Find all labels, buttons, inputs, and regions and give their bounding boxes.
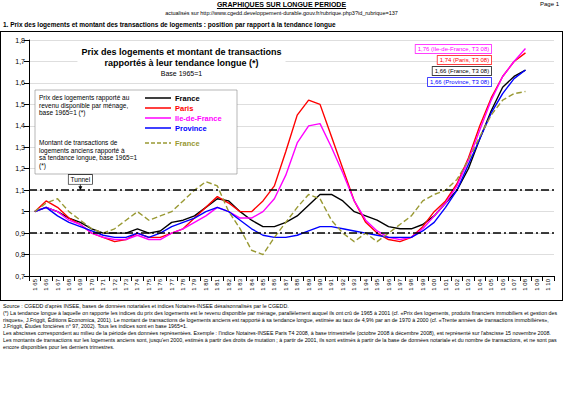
svg-text:1,7: 1,7 bbox=[15, 58, 25, 65]
svg-text:0,8: 0,8 bbox=[15, 251, 25, 258]
svg-text:1,74 (Paris, T3 08): 1,74 (Paris, T3 08) bbox=[440, 57, 490, 63]
svg-text:1,66 (Province, T3 08): 1,66 (Province, T3 08) bbox=[430, 79, 489, 85]
svg-text:1 83: 1 83 bbox=[237, 278, 243, 290]
html-text:Source : CGEDD d'après INSEE,: Source : CGEDD d'après INSEE, bases de d… bbox=[3, 303, 289, 309]
svg-text:(*): (*) bbox=[39, 162, 46, 170]
svg-text:1 73: 1 73 bbox=[123, 278, 129, 290]
svg-text:1 07: 1 07 bbox=[511, 278, 517, 290]
html-text:actualisés sur http://www.cged: actualisés sur http://www.cgedd.developp… bbox=[165, 10, 398, 16]
svg-text:1,8: 1,8 bbox=[15, 37, 25, 44]
svg-text:1 69: 1 69 bbox=[77, 278, 83, 290]
svg-text:1 99: 1 99 bbox=[420, 278, 426, 290]
svg-text:1 88: 1 88 bbox=[294, 278, 300, 290]
svg-text:revenu disponible par ménage,: revenu disponible par ménage, bbox=[39, 101, 131, 109]
svg-text:1 90: 1 90 bbox=[317, 278, 323, 290]
svg-text:1 06: 1 06 bbox=[500, 278, 506, 290]
svg-text:1,1: 1,1 bbox=[15, 187, 25, 194]
svg-text:1 79: 1 79 bbox=[191, 278, 197, 290]
svg-text:Prix des logements rapporté au: Prix des logements rapporté au bbox=[39, 94, 132, 102]
svg-text:1 80: 1 80 bbox=[203, 278, 209, 290]
svg-text:1,6: 1,6 bbox=[15, 79, 25, 86]
svg-text:1 65: 1 65 bbox=[32, 278, 38, 290]
svg-text:Base 1965=1: Base 1965=1 bbox=[161, 70, 203, 77]
svg-text:1 95: 1 95 bbox=[374, 278, 380, 290]
svg-text:1,76 (Ile-de-France, T3 08): 1,76 (Ile-de-France, T3 08) bbox=[418, 46, 490, 52]
svg-text:1 02: 1 02 bbox=[454, 278, 460, 290]
svg-text:0,7: 0,7 bbox=[15, 273, 25, 280]
html-text:GRAPHIQUES SUR LONGUE PERIODE: GRAPHIQUES SUR LONGUE PERIODE bbox=[216, 1, 347, 8]
html-text:(*) La tendance longue à laque: (*) La tendance longue à laquelle on rap… bbox=[3, 310, 558, 329]
svg-text:1 96: 1 96 bbox=[386, 278, 392, 290]
html-text:1. Prix des logements et monta: 1. Prix des logements et montant des tra… bbox=[3, 21, 336, 28]
svg-text:1 84: 1 84 bbox=[249, 278, 255, 290]
svg-text:1 91: 1 91 bbox=[328, 278, 334, 290]
svg-text:1: 1 bbox=[21, 208, 25, 215]
svg-text:1,3: 1,3 bbox=[15, 144, 25, 151]
svg-text:1 09: 1 09 bbox=[534, 278, 540, 290]
html-text:Les montants de transactions s: Les montants de transactions sur les log… bbox=[3, 337, 557, 350]
svg-text:1,2: 1,2 bbox=[15, 165, 25, 172]
svg-text:France: France bbox=[175, 94, 200, 103]
svg-text:1 05: 1 05 bbox=[488, 278, 494, 290]
svg-text:1 76: 1 76 bbox=[157, 278, 163, 290]
svg-text:rapportés à leur tendance long: rapportés à leur tendance longue (*) bbox=[104, 58, 258, 68]
svg-text:1 82: 1 82 bbox=[226, 278, 232, 290]
svg-text:1 10: 1 10 bbox=[545, 278, 551, 290]
svg-text:1 68: 1 68 bbox=[66, 278, 72, 290]
svg-text:1 74: 1 74 bbox=[134, 278, 140, 290]
svg-text:1 72: 1 72 bbox=[112, 278, 118, 290]
html-text:Les abscisses correspondent au: Les abscisses correspondent au milieu de… bbox=[3, 330, 551, 337]
svg-text:0,9: 0,9 bbox=[15, 230, 25, 237]
svg-text:1 04: 1 04 bbox=[477, 278, 483, 290]
svg-text:1 70: 1 70 bbox=[89, 278, 95, 290]
svg-text:Province: Province bbox=[175, 124, 207, 133]
svg-text:1,66 (France, T3 08): 1,66 (France, T3 08) bbox=[435, 68, 490, 74]
svg-text:1 98: 1 98 bbox=[408, 278, 414, 290]
svg-text:Montant de transactions de: Montant de transactions de bbox=[39, 139, 119, 146]
svg-text:sa tendance longue, base 1965=: sa tendance longue, base 1965=1 bbox=[39, 154, 139, 162]
svg-text:1 08: 1 08 bbox=[522, 278, 528, 290]
svg-text:1 66: 1 66 bbox=[43, 278, 49, 290]
svg-text:1,5: 1,5 bbox=[15, 101, 25, 108]
svg-text:base 1965=1 (*): base 1965=1 (*) bbox=[39, 109, 85, 117]
svg-text:Paris: Paris bbox=[175, 104, 193, 113]
svg-text:1 92: 1 92 bbox=[340, 278, 346, 290]
svg-text:Prix des logements et montant: Prix des logements et montant de transac… bbox=[81, 47, 281, 57]
svg-text:1 86: 1 86 bbox=[271, 278, 277, 290]
svg-text:1 94: 1 94 bbox=[363, 278, 369, 290]
svg-text:logements anciens rapporté à: logements anciens rapporté à bbox=[39, 146, 127, 154]
svg-text:France: France bbox=[175, 139, 200, 148]
svg-text:1 01: 1 01 bbox=[443, 278, 449, 290]
html-text:Page 1: Page 1 bbox=[540, 1, 559, 7]
svg-text:1 97: 1 97 bbox=[397, 278, 403, 290]
svg-text:1 81: 1 81 bbox=[214, 278, 220, 290]
svg-text:Ile-de-France: Ile-de-France bbox=[175, 114, 222, 123]
svg-text:1,4: 1,4 bbox=[15, 122, 25, 129]
svg-text:1 77: 1 77 bbox=[169, 278, 175, 290]
svg-text:1 71: 1 71 bbox=[100, 278, 106, 290]
svg-text:1 85: 1 85 bbox=[260, 278, 266, 290]
svg-text:1 89: 1 89 bbox=[306, 278, 312, 290]
svg-text:1 75: 1 75 bbox=[146, 278, 152, 290]
svg-text:1 67: 1 67 bbox=[55, 278, 61, 290]
svg-text:1 93: 1 93 bbox=[351, 278, 357, 290]
svg-text:1 03: 1 03 bbox=[465, 278, 471, 290]
svg-text:1 87: 1 87 bbox=[283, 278, 289, 290]
svg-text:1 00: 1 00 bbox=[431, 278, 437, 290]
svg-text:Tunnel: Tunnel bbox=[71, 176, 91, 183]
svg-text:1 78: 1 78 bbox=[180, 278, 186, 290]
